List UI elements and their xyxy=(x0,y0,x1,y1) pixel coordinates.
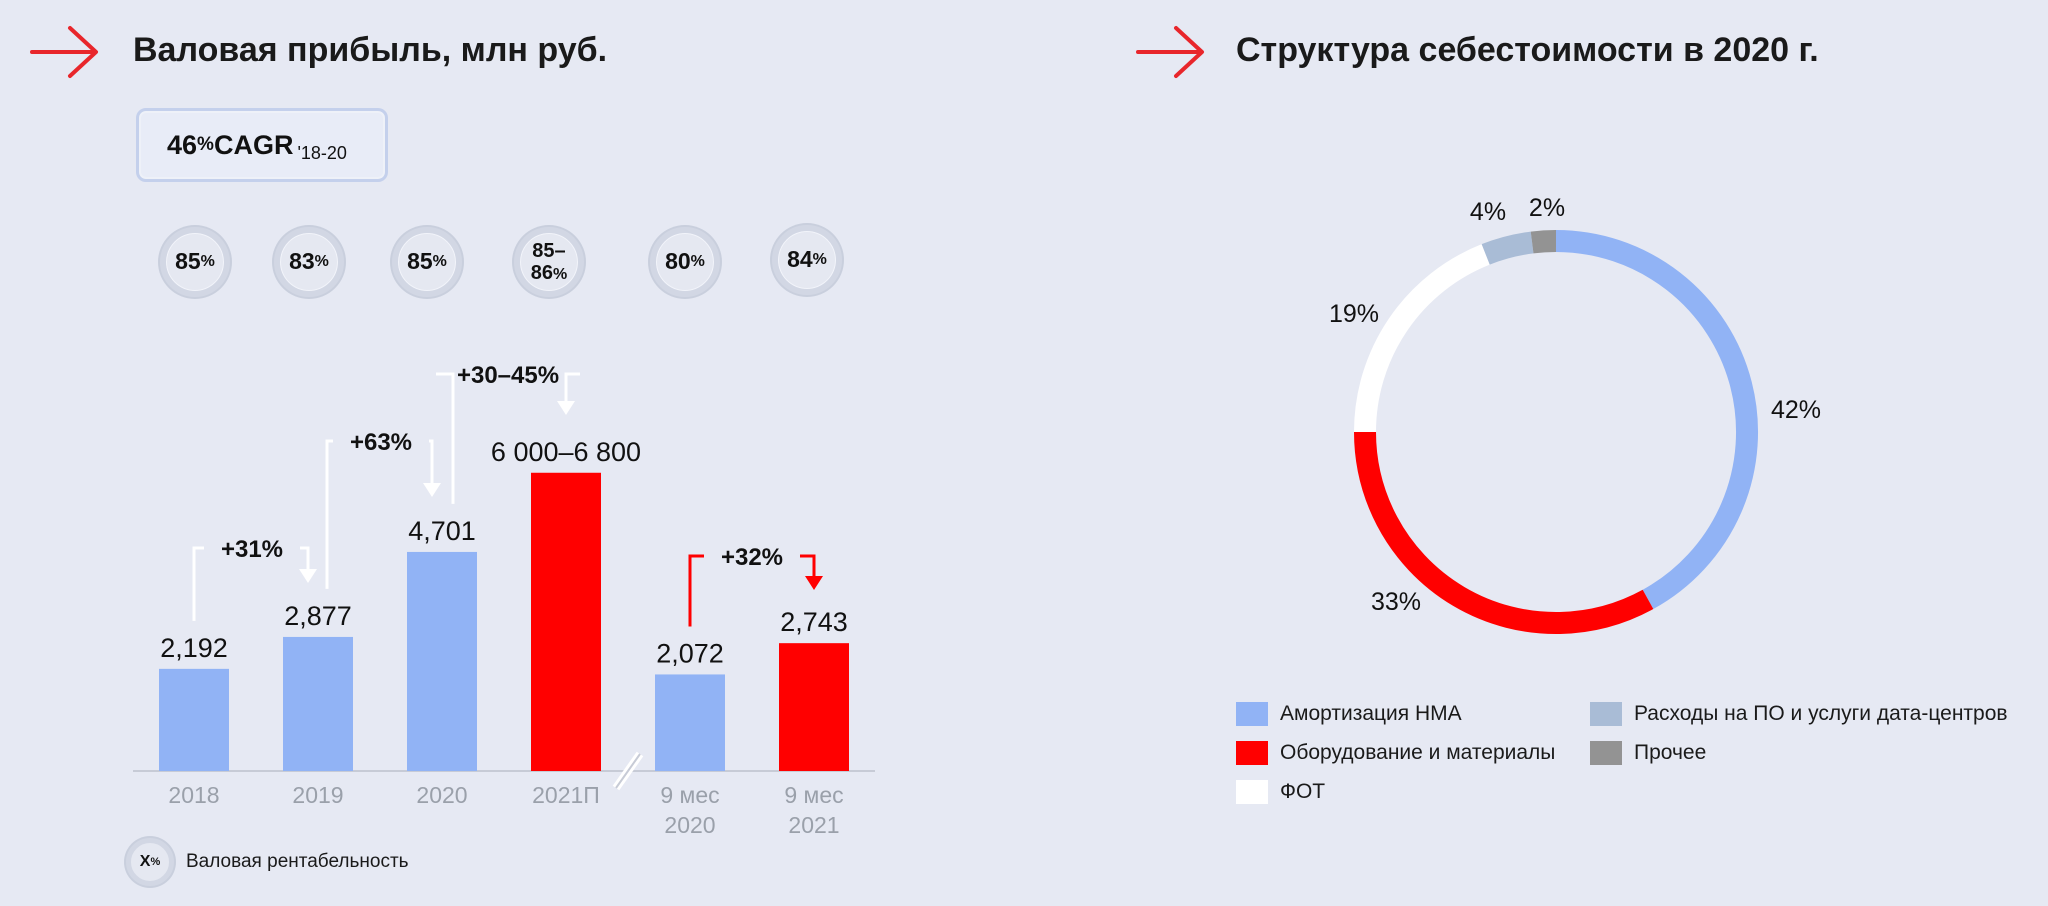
legend-swatch xyxy=(1236,780,1268,804)
margin-value: 83 xyxy=(289,248,315,275)
cagr-label: CAGR xyxy=(213,129,294,160)
growth-arrowhead xyxy=(557,401,575,415)
donut-slice xyxy=(1354,244,1490,433)
margin-pct: % xyxy=(314,253,329,271)
growth-bracket-line xyxy=(192,546,310,621)
category-tick-line: 2020 xyxy=(664,812,715,838)
margin-footnote: X% Валовая рентабельность xyxy=(126,838,409,886)
growth-label: +63% xyxy=(350,429,412,456)
bar-value-label: 2,072 xyxy=(656,638,724,668)
category-tick-line: 2021П xyxy=(532,782,600,808)
bar-value-label: 4,701 xyxy=(408,516,476,546)
bar-value-label: 2,743 xyxy=(780,607,848,637)
donut-slice xyxy=(1555,230,1759,610)
bar-0 xyxy=(159,668,229,771)
growth-bracket-line xyxy=(688,554,816,627)
footnote-pct: % xyxy=(150,856,161,868)
margin-pct: % xyxy=(690,253,705,271)
growth-label: +30–45% xyxy=(457,362,559,389)
margin-value: 85 xyxy=(175,248,201,275)
donut-slice-label: 4% xyxy=(1470,198,1506,226)
legend-label: Амортизация НМА xyxy=(1280,702,1462,725)
footnote-symbol: X xyxy=(139,853,151,870)
donut-slice-label: 42% xyxy=(1771,396,1821,424)
category-tick-line: 2018 xyxy=(168,782,219,808)
margin-pct: % xyxy=(812,251,827,269)
legend-label: Расходы на ПО и услуги дата-центров xyxy=(1634,702,2008,725)
legend-swatch xyxy=(1236,741,1268,765)
legend-item-software: Расходы на ПО и услуги дата-центров xyxy=(1590,702,2008,726)
growth-arrowhead xyxy=(423,483,441,497)
legend-label: Оборудование и материалы xyxy=(1280,741,1556,764)
bar-2 xyxy=(407,551,477,771)
growth-label: +32% xyxy=(721,544,783,571)
growth-arrowhead xyxy=(805,576,823,590)
category-tick-label: 2018 xyxy=(168,782,219,808)
category-tick-label: 2021П xyxy=(532,782,600,808)
bar-4 xyxy=(655,674,725,771)
margin-circle-9m2021: 84% xyxy=(772,225,842,295)
margin-circle-2021p: 85– 86% xyxy=(514,227,584,297)
gross-profit-title: Валовая прибыль, млн руб. xyxy=(133,31,608,69)
legend-label: Прочее xyxy=(1634,741,1707,764)
growth-bracket-line xyxy=(436,372,580,504)
legend-item-equipment: Оборудование и материалы xyxy=(1236,741,1555,765)
category-tick-label: 2019 xyxy=(292,782,343,808)
legend-swatch xyxy=(1590,741,1622,765)
margin-circle-2018: 85% xyxy=(160,227,230,297)
category-tick-line: 2021 xyxy=(788,812,839,838)
legend-item-amortization: Амортизация НМА xyxy=(1236,702,1462,726)
legend-label: ФОТ xyxy=(1280,780,1326,803)
cagr-value: 46 xyxy=(167,129,198,160)
growth-bracket-line xyxy=(325,439,434,589)
cagr-pct: % xyxy=(197,134,214,155)
donut-slice xyxy=(1354,431,1654,634)
legend-item-other: Прочее xyxy=(1590,741,1706,765)
axis-break-marker xyxy=(615,753,641,789)
category-tick-line: 9 мес xyxy=(660,782,719,808)
category-tick-line: 2019 xyxy=(292,782,343,808)
margin-pct: % xyxy=(553,266,568,283)
bar-5 xyxy=(779,643,849,771)
margin-pct: % xyxy=(200,253,215,271)
footnote-circle-icon: X% xyxy=(126,838,174,886)
category-tick-label: 9 мес 2021 xyxy=(784,782,843,838)
margin-value: 80 xyxy=(665,248,691,275)
legend-swatch xyxy=(1590,702,1622,726)
donut-slice-label: 2% xyxy=(1529,194,1565,222)
legend-item-payroll: ФОТ xyxy=(1236,780,1325,804)
donut-slice xyxy=(1481,231,1534,265)
red-arrow-icon xyxy=(1136,26,1204,78)
margin-pct: % xyxy=(432,253,447,271)
margin-value-line2: 86 xyxy=(530,262,553,284)
bar-value-label: 6 000–6 800 xyxy=(491,437,641,467)
margin-value: 84 xyxy=(787,246,813,273)
legend-swatch xyxy=(1236,702,1268,726)
cagr-period: '18-20 xyxy=(297,142,347,163)
donut-slice-label: 33% xyxy=(1371,588,1421,616)
donut-slice xyxy=(1530,230,1557,254)
category-tick-label: 2020 xyxy=(416,782,467,808)
category-tick-label: 9 мес 2020 xyxy=(660,782,719,838)
bar-value-label: 2,192 xyxy=(160,633,228,663)
donut-slice-label: 19% xyxy=(1329,300,1379,328)
category-tick-line: 2020 xyxy=(416,782,467,808)
category-tick-line: 9 мес xyxy=(784,782,843,808)
growth-arrowhead xyxy=(299,569,317,583)
margin-value: 85– xyxy=(532,240,566,262)
margin-circle-2019: 83% xyxy=(274,227,344,297)
bar-value-label: 2,877 xyxy=(284,601,352,631)
margin-circle-2020: 85% xyxy=(392,227,462,297)
cagr-badge: 46% CAGR '18-20 xyxy=(136,108,388,182)
margin-circle-9m2020: 80% xyxy=(650,227,720,297)
bar-1 xyxy=(283,636,353,771)
cost-structure-title: Структура себестоимости в 2020 г. xyxy=(1236,31,1819,69)
margin-value: 85 xyxy=(407,248,433,275)
bar-3 xyxy=(531,472,601,771)
growth-label: +31% xyxy=(221,536,283,563)
footnote-text: Валовая рентабельность xyxy=(186,851,409,872)
red-arrow-icon xyxy=(30,26,98,78)
